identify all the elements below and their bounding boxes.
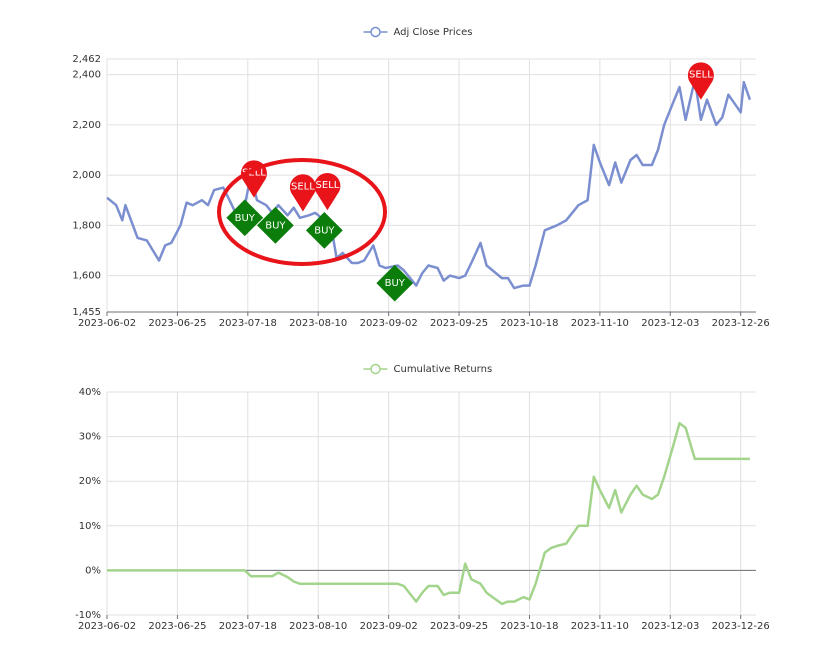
x-tick-label: 2023-08-10: [289, 318, 347, 329]
y-tick-label: 2,400: [72, 70, 101, 81]
x-tick-label: 2023-06-02: [78, 621, 136, 632]
marker-label: BUY: [314, 225, 335, 236]
sell-marker: [687, 62, 714, 100]
x-tick-label: 2023-09-02: [360, 318, 418, 329]
y-tick-label: 30%: [79, 432, 101, 443]
x-tick-label: 2023-07-18: [219, 318, 277, 329]
legend-symbol: [370, 26, 381, 38]
buy-marker: [256, 206, 294, 244]
y-tick-label: 40%: [79, 387, 101, 398]
x-tick-label: 2023-09-02: [360, 621, 418, 632]
y-tick-label: 2,200: [72, 120, 101, 131]
marker-label: BUY: [235, 213, 256, 224]
buy-marker: [226, 199, 264, 237]
x-tick-label: 2023-10-18: [500, 621, 558, 632]
y-tick-label: 1,800: [72, 220, 101, 231]
marker-label: SELL: [291, 182, 315, 193]
y-tick-label: 2,462: [72, 54, 101, 65]
buy-marker: [305, 211, 343, 249]
legend-label: Adj Close Prices: [394, 27, 473, 38]
highlight-ellipse: [217, 158, 387, 266]
x-tick-label: 2023-12-26: [712, 318, 770, 329]
sell-marker: [240, 160, 267, 198]
y-tick-label: -10%: [75, 610, 101, 621]
legend: Cumulative Returns: [363, 363, 493, 375]
sell-marker: [289, 174, 316, 212]
series-line: [107, 421, 750, 606]
x-tick-label: 2023-06-25: [148, 621, 206, 632]
x-tick-label: 2023-12-26: [712, 621, 770, 632]
marker-label: SELL: [689, 70, 713, 81]
marker-label: BUY: [385, 278, 406, 289]
marker-label: SELL: [242, 168, 266, 179]
y-tick-label: 0%: [85, 565, 101, 576]
legend-label: Cumulative Returns: [394, 364, 493, 375]
series-line: [106, 78, 752, 290]
x-tick-label: 2023-11-10: [571, 318, 629, 329]
sell-marker: [314, 172, 341, 211]
x-tick-label: 2023-09-25: [430, 318, 488, 329]
x-tick-label: 2023-07-18: [219, 621, 277, 632]
x-tick-label: 2023-12-03: [641, 318, 699, 329]
legend: Adj Close Prices: [363, 26, 473, 38]
y-tick-label: 2,000: [72, 170, 101, 181]
x-tick-label: 2023-09-25: [430, 621, 488, 632]
legend-symbol: [370, 363, 381, 375]
x-tick-label: 2023-12-03: [641, 621, 699, 632]
x-tick-label: 2023-08-10: [289, 621, 347, 632]
y-tick-label: 20%: [79, 476, 101, 487]
y-tick-label: 10%: [79, 521, 101, 532]
marker-label: SELL: [316, 180, 340, 191]
x-tick-label: 2023-06-02: [78, 318, 136, 329]
x-tick-label: 2023-11-10: [571, 621, 629, 632]
y-tick-label: 1,600: [72, 271, 101, 282]
buy-marker: [376, 264, 414, 302]
y-tick-label: 1,455: [72, 307, 101, 318]
x-tick-label: 2023-10-18: [500, 318, 558, 329]
marker-label: BUY: [265, 220, 286, 231]
x-tick-label: 2023-06-25: [148, 318, 206, 329]
